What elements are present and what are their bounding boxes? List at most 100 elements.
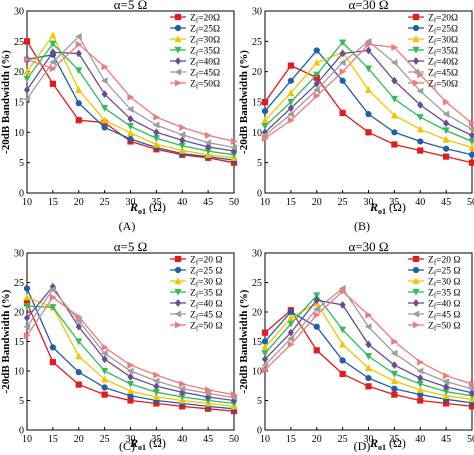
data-point	[179, 136, 186, 145]
data-point	[338, 59, 346, 67]
x-tick-label: 25	[338, 197, 348, 208]
data-point	[261, 329, 269, 336]
data-point	[49, 31, 57, 39]
series-2	[261, 308, 474, 406]
data-point	[390, 377, 398, 385]
data-point	[364, 323, 372, 331]
data-point	[287, 314, 295, 321]
data-point	[230, 137, 238, 145]
legend-marker	[412, 266, 420, 274]
data-point	[417, 391, 424, 398]
legend-label: Zf=20Ω	[428, 14, 458, 25]
data-point	[287, 62, 294, 69]
data-point	[152, 389, 160, 396]
series-5	[261, 46, 474, 140]
data-point	[230, 396, 238, 405]
y-tick-label: 10	[14, 128, 24, 139]
data-point	[313, 86, 320, 94]
x-tick-label: 25	[100, 434, 110, 445]
data-point	[127, 361, 135, 369]
legend-label: Zf=45 Ω	[428, 311, 460, 322]
y-tick-label: 5	[257, 158, 262, 169]
legend-label: Zf=25Ω	[428, 25, 458, 36]
legend-marker	[174, 277, 182, 285]
x-tick-label: 10	[260, 434, 270, 445]
x-tick-label: 40	[415, 197, 425, 208]
data-point	[313, 92, 321, 100]
data-point	[49, 286, 56, 294]
data-point	[417, 397, 424, 404]
x-tick-label: 15	[48, 434, 58, 445]
data-point	[391, 141, 398, 148]
x-tick-label: 20	[312, 434, 322, 445]
legend-marker	[174, 24, 182, 32]
data-point	[101, 367, 109, 375]
data-point	[417, 101, 424, 109]
legend-marker	[412, 299, 420, 307]
data-point	[417, 374, 424, 382]
data-point	[365, 364, 372, 372]
data-point	[23, 285, 31, 292]
y-tick-label: 0	[257, 189, 262, 200]
legend-label: Zf=20Ω	[190, 14, 220, 25]
x-tick-label: 45	[203, 197, 213, 208]
data-point	[468, 119, 474, 127]
series-4	[261, 292, 474, 400]
data-point	[152, 135, 160, 143]
legend-label: Zf=40Ω	[428, 58, 458, 69]
y-tick-label: 15	[252, 98, 262, 109]
data-point	[287, 308, 294, 316]
data-point	[101, 124, 108, 131]
data-point	[468, 131, 474, 140]
data-point	[313, 305, 320, 313]
data-point	[261, 338, 269, 345]
data-point	[313, 292, 321, 300]
data-point	[261, 134, 269, 142]
data-point	[127, 129, 134, 137]
x-tick-label: 20	[74, 434, 84, 445]
legend-marker	[174, 35, 182, 43]
series-2	[261, 47, 474, 158]
legend-label: Zf=30 Ω	[428, 278, 460, 289]
legend-marker	[412, 57, 420, 65]
data-point	[101, 116, 109, 124]
legend-label: Zf=35Ω	[428, 47, 458, 58]
data-point	[443, 372, 450, 380]
y-tick-label: 30	[14, 7, 24, 18]
data-point	[205, 131, 212, 139]
chart-panel: α=5 Ω 10 15 20 25 30 35 40 45 50 0 5 10 15 20 25 30 -20dB…	[0, 239, 239, 453]
data-point	[49, 282, 56, 291]
data-point	[127, 380, 134, 388]
x-tick-label: 50	[229, 197, 239, 208]
legend-marker	[174, 13, 182, 21]
data-point	[23, 67, 31, 75]
data-point	[100, 349, 108, 357]
legend-marker	[412, 255, 420, 263]
y-tick-label: 0	[257, 426, 262, 437]
data-point	[261, 108, 269, 115]
data-point	[443, 400, 450, 407]
data-point	[339, 68, 347, 76]
data-point	[179, 123, 186, 131]
data-point	[390, 95, 398, 103]
data-point	[75, 67, 83, 75]
x-tick-label: 45	[441, 197, 451, 208]
data-point	[287, 340, 295, 348]
data-point	[127, 135, 134, 143]
data-point	[365, 46, 372, 55]
legend-marker	[412, 277, 420, 285]
x-tick-label: 40	[415, 434, 425, 445]
y-tick-label: 0	[19, 189, 24, 200]
data-point	[261, 116, 269, 124]
data-point	[339, 340, 347, 348]
data-point	[468, 403, 474, 410]
y-tick-label: 10	[252, 367, 262, 378]
data-point	[75, 313, 83, 321]
chart-title: α=30 Ω	[348, 0, 388, 12]
data-point	[390, 370, 398, 378]
legend-marker	[412, 79, 420, 87]
data-point	[417, 358, 424, 366]
legend: Zf=20ΩZf=25ΩZf=30ΩZf=35ΩZf=40ΩZf=45ΩZf=5…	[170, 14, 220, 91]
x-tick-label: 40	[177, 434, 187, 445]
